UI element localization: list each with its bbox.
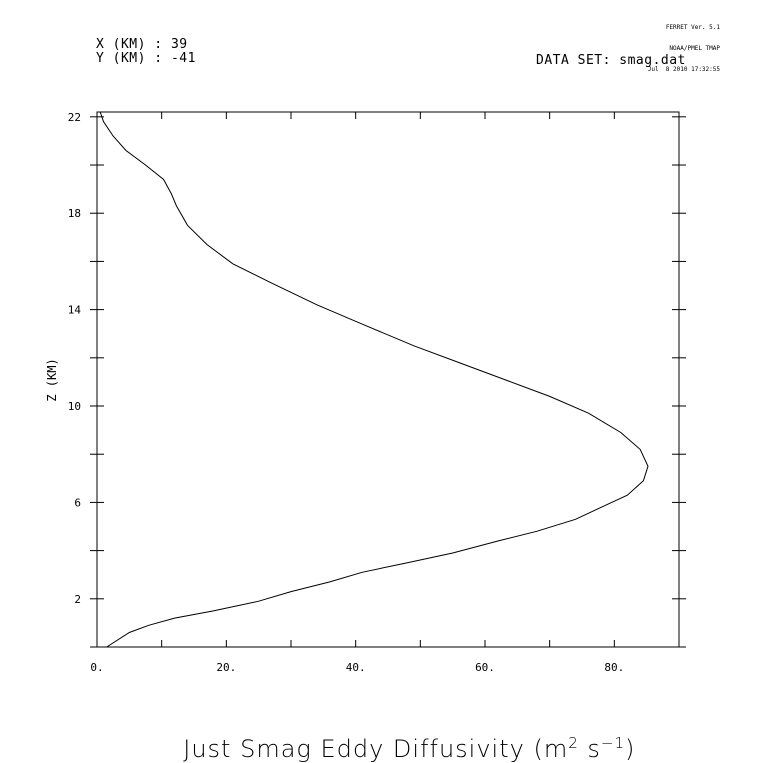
x-tick-label: 40. xyxy=(346,661,366,674)
diffusivity-profile-line xyxy=(99,111,649,648)
x-axis-title-main: Just Smag Eddy Diffusivity (m xyxy=(183,735,569,763)
ferret-org: NOAA/PMEL TMAP xyxy=(669,45,720,52)
y-tick-label: 10 xyxy=(68,400,81,413)
y-location-label: Y (KM) : -41 xyxy=(96,51,196,66)
y-tick-label: 6 xyxy=(74,496,81,509)
dataset-label: DATA SET: smag.dat xyxy=(536,53,686,68)
x-tick-label: 80. xyxy=(604,661,624,674)
x-tick-label: 0. xyxy=(90,661,103,674)
x-axis-title-sup2: −1 xyxy=(600,734,626,752)
x-tick-label: 20. xyxy=(216,661,236,674)
x-axis-title-mid: s xyxy=(578,735,601,763)
x-location-label: X (KM) : 39 xyxy=(96,37,188,52)
ferret-stamp: FERRET Ver. 5.1 NOAA/PMEL TMAP Jul 8 201… xyxy=(580,10,720,80)
x-axis-title-sup1: 2 xyxy=(568,734,579,752)
plot-frame xyxy=(96,111,680,648)
ferret-version: FERRET Ver. 5.1 xyxy=(665,24,720,31)
y-tick-label: 14 xyxy=(68,304,82,317)
x-axis-title: Just Smag Eddy Diffusivity (m2 s−1) xyxy=(166,706,635,763)
y-tick-label: 18 xyxy=(68,207,81,220)
x-tick-label: 60. xyxy=(475,661,495,674)
y-tick-label: 2 xyxy=(74,593,81,606)
y-axis-label: Z (KM) xyxy=(45,358,59,401)
ferret-timestamp: Jul 8 2010 17:32:55 xyxy=(647,66,720,73)
y-tick-label: 22 xyxy=(68,111,81,124)
x-axis-title-end: ) xyxy=(625,735,636,763)
